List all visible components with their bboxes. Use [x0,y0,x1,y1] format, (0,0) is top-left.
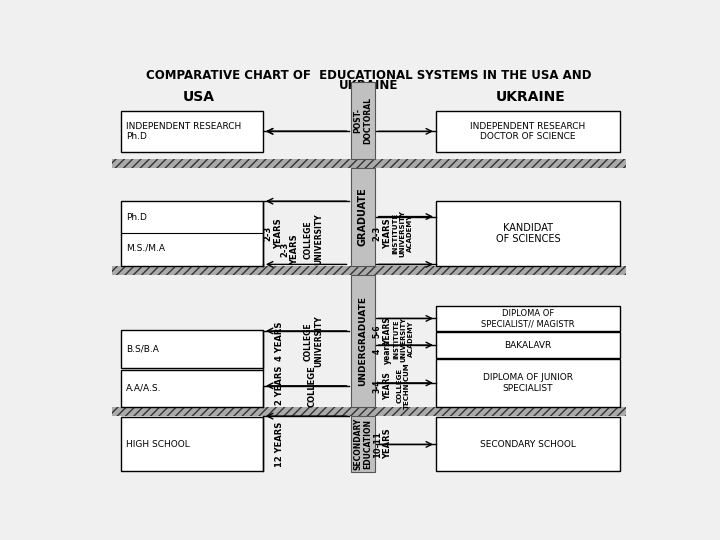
Text: UKRAINE: UKRAINE [496,90,566,104]
Bar [351,275,374,407]
Text: 4 YEARS: 4 YEARS [275,322,284,361]
Bar [112,407,626,416]
Text: KANDIDAT
OF SCIENCES: KANDIDAT OF SCIENCES [495,222,560,244]
Bar [121,111,263,152]
Text: INDEPENDENT RESEARCH
Ph.D: INDEPENDENT RESEARCH Ph.D [126,122,241,141]
Bar [121,201,263,266]
Text: COLLEGE: COLLEGE [307,365,317,407]
Bar [112,159,626,168]
Text: 2-3
YEARS: 2-3 YEARS [264,218,283,248]
Text: DIPLOMA OF JUNIOR
SPECIALIST: DIPLOMA OF JUNIOR SPECIALIST [483,373,573,393]
Bar [112,407,626,416]
Text: M.S./M.A: M.S./M.A [126,243,166,252]
Text: INSTITUTE
UNIVERSITY
ACADEMY: INSTITUTE UNIVERSITY ACADEMY [392,210,413,256]
Text: COLLEGE
UNIVERSITY: COLLEGE UNIVERSITY [304,214,323,265]
Bar [436,359,620,407]
Text: 5-6
YEARS: 5-6 YEARS [373,317,392,345]
Bar [436,111,620,152]
Bar [112,159,626,168]
Text: SECONDARY SCHOOL: SECONDARY SCHOOL [480,440,576,449]
Text: 10-11
YEARS: 10-11 YEARS [373,429,392,460]
Text: DIPLOMA OF
SPECIALIST// MAGISTR: DIPLOMA OF SPECIALIST// MAGISTR [481,309,575,328]
Text: BAKALAVR: BAKALAVR [505,341,552,349]
Text: INSTITUTE
UNIVERSITY
ACADEMY: INSTITUTE UNIVERSITY ACADEMY [394,317,413,362]
Bar [351,82,374,159]
Text: Ph.D: Ph.D [126,213,147,222]
Bar [121,369,263,407]
Text: USA: USA [183,90,215,104]
Bar [121,417,263,471]
Bar [112,266,626,275]
Text: SECONDARY
EDUCATION: SECONDARY EDUCATION [354,418,372,470]
Text: POST-
DOCTORAL: POST- DOCTORAL [354,97,372,144]
Text: 2 YEARS: 2 YEARS [275,366,284,406]
Text: 4
years: 4 years [373,340,392,363]
Text: 3-4
YEARS: 3-4 YEARS [373,372,392,400]
Text: HIGH SCHOOL: HIGH SCHOOL [126,440,190,449]
Text: UNDERGRADUATE: UNDERGRADUATE [359,296,367,386]
Text: 2-3
YEARS: 2-3 YEARS [280,234,300,265]
Text: INDEPENDENT RESEARCH
DOCTOR OF SCIENCE: INDEPENDENT RESEARCH DOCTOR OF SCIENCE [470,122,585,141]
Text: COLLEGE
TECHNICUM: COLLEGE TECHNICUM [397,362,410,409]
Bar [436,306,620,331]
Text: B.S/B.A: B.S/B.A [126,345,159,353]
Text: UKRAINE: UKRAINE [339,79,399,92]
Text: COMPARATIVE CHART OF  EDUCATIONAL SYSTEMS IN THE USA AND: COMPARATIVE CHART OF EDUCATIONAL SYSTEMS… [146,69,592,82]
Text: 12 YEARS: 12 YEARS [275,421,284,467]
Bar [121,330,263,368]
Bar [436,332,620,358]
Text: A.A/A.S.: A.A/A.S. [126,384,162,393]
Bar [351,168,374,266]
Text: COLLEGE
UNIVERSITY: COLLEGE UNIVERSITY [304,315,323,367]
Text: 2-3
YEARS: 2-3 YEARS [373,218,392,248]
Bar [351,416,374,472]
Bar [112,266,626,275]
Text: GRADUATE: GRADUATE [358,187,368,246]
Bar [436,201,620,266]
Bar [436,417,620,471]
